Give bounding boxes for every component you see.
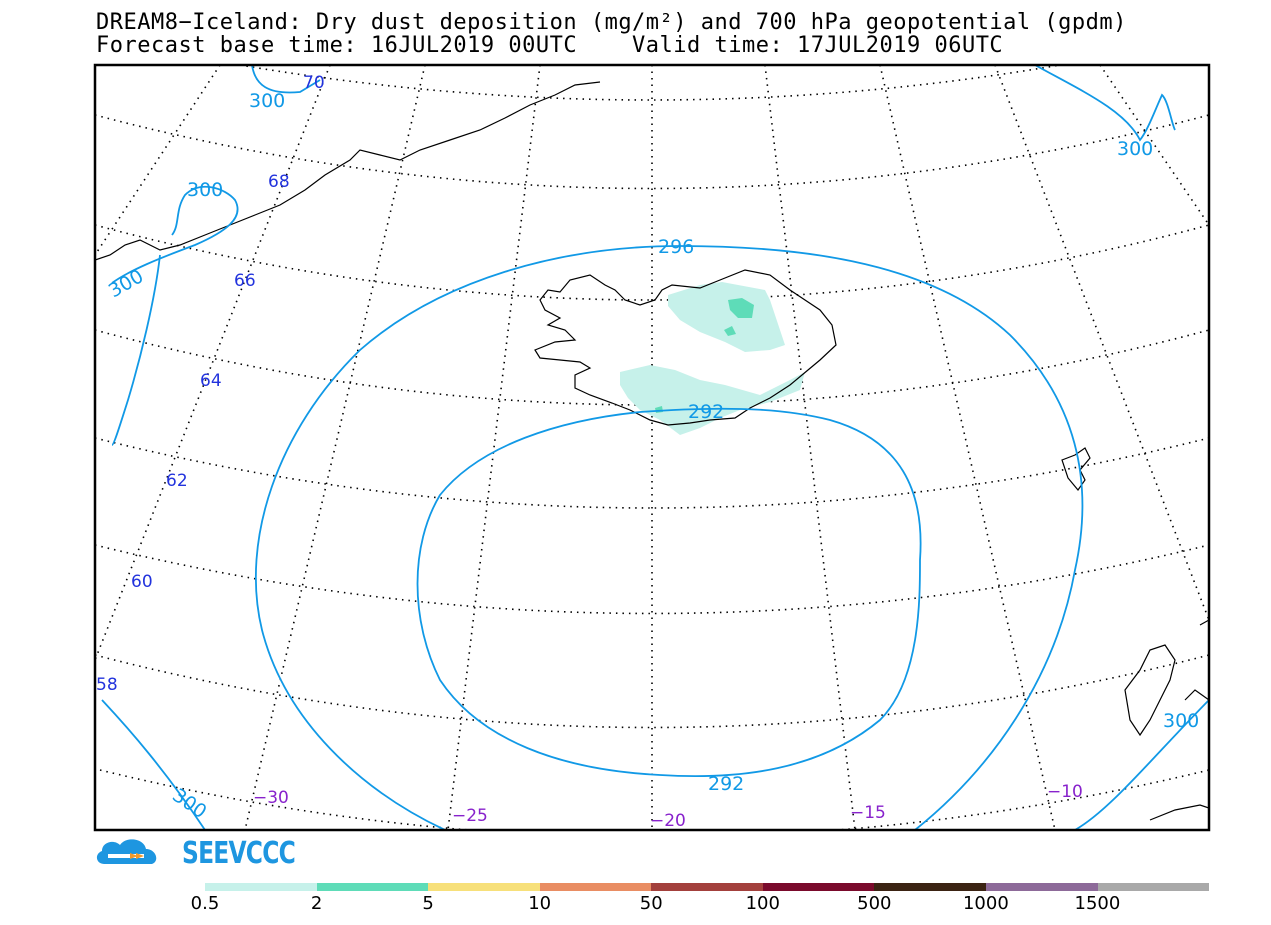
legend-swatch [316,883,429,891]
lon-label: −15 [850,803,886,823]
latitude-labels: 70 68 66 64 62 60 58 [96,73,325,695]
legend-swatch [428,883,540,891]
lon-label: −20 [650,811,686,831]
legend-swatch [651,883,763,891]
lat-label: 58 [96,675,118,695]
contour-300-nw [251,65,321,94]
chart-subtitle: Forecast base time: 16JUL2019 00UTC Vali… [96,33,1004,58]
lon-label: −30 [253,788,289,808]
contour-296 [255,245,1084,830]
legend-label: 1500 [1074,893,1121,914]
lat-label: 68 [268,172,290,192]
longitude-gridlines [95,65,1209,830]
contour-300-sw [101,699,206,830]
legend-label: 500 [857,893,892,914]
contour-label: 292 [708,773,744,795]
lon-label: −10 [1047,782,1083,802]
faroe-coastline [1061,447,1091,491]
logo-text: SEEVCCC [182,836,296,871]
contour-label: 300 [105,265,147,302]
lat-label: 60 [131,572,153,592]
lat-label: 66 [234,271,256,291]
legend-swatch [539,883,652,891]
legend-label: 10 [528,893,552,914]
greenland-coastline [95,81,601,261]
lat-label: 70 [303,73,325,93]
longitude-labels: −30 −25 −20 −15 −10 [253,782,1083,831]
legend-swatch [762,883,875,891]
legend-label: 50 [639,893,663,914]
legend-label: 0.5 [190,893,220,914]
contour-label: 300 [249,90,285,112]
norway-coastline [1149,619,1209,821]
seevccc-logo [96,839,157,864]
legend-swatch [205,883,317,891]
contour-300-greenland [111,185,239,284]
contour-label: 292 [688,401,724,423]
cloud-icon [96,839,157,864]
lat-label: 62 [166,471,188,491]
legend-label: 1000 [962,893,1009,914]
geopotential-contours [101,65,1209,830]
contour-300-ne [1034,65,1176,142]
map-frame [93,63,1211,832]
scotland-coastline [1124,644,1176,737]
contour-label: 300 [187,179,223,201]
legend-colorbar [205,883,1210,891]
contour-292 [416,407,922,778]
contour-label: 300 [1117,138,1153,160]
legend-label: 100 [745,893,780,914]
contour-300-west [111,254,161,446]
legend-swatch [874,883,986,891]
coastlines [95,81,1209,821]
contour-label: 300 [1163,710,1199,732]
legend-label: 5 [422,893,434,914]
contour-label: 300 [168,784,210,823]
contour-300-se [1074,699,1209,830]
legend-swatch [985,883,1098,891]
chart-title: DREAM8−Iceland: Dry dust deposition (mg/… [96,10,1127,35]
lon-label: −25 [452,806,488,826]
legend-swatch [1097,883,1210,891]
legend-label: 2 [310,893,323,914]
contour-labels: 300 300 300 300 300 300 296 292 292 [105,90,1199,823]
contour-label: 296 [658,236,694,258]
lat-label: 64 [200,371,222,391]
iceland-coastline [534,269,837,426]
